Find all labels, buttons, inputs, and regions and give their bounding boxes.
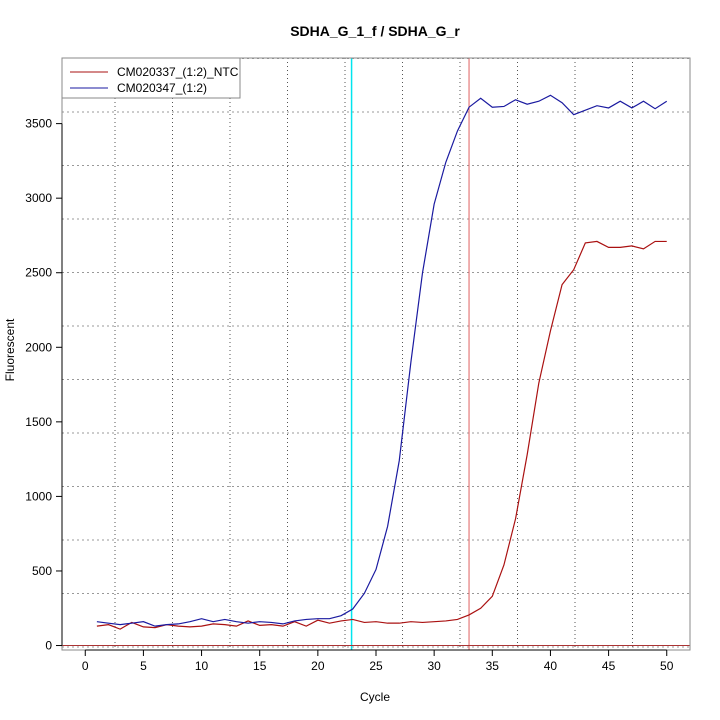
y-tick-label: 2500 bbox=[25, 266, 52, 280]
y-tick-label: 2000 bbox=[25, 340, 52, 354]
x-tick-label: 40 bbox=[544, 659, 558, 673]
legend-label-ntc: CM020337_(1:2)_NTC bbox=[117, 65, 239, 79]
series-line-1 bbox=[96, 94, 668, 627]
x-tick-label: 25 bbox=[369, 659, 383, 673]
series-line-0 bbox=[96, 240, 667, 630]
y-tick-label: 500 bbox=[32, 564, 52, 578]
y-tick-label: 3000 bbox=[25, 191, 52, 205]
x-tick-label: 15 bbox=[253, 659, 267, 673]
x-tick-label: 35 bbox=[486, 659, 500, 673]
x-tick-label: 20 bbox=[311, 659, 325, 673]
legend-box bbox=[61, 57, 241, 99]
y-tick-label: 1000 bbox=[25, 489, 52, 503]
x-tick-label: 50 bbox=[660, 659, 674, 673]
x-tick-label: 5 bbox=[140, 659, 147, 673]
x-tick-label: 0 bbox=[82, 659, 89, 673]
legend: CM020337_(1:2)_NTC CM020347_(1:2) bbox=[61, 57, 241, 99]
legend-label-sample: CM020347_(1:2) bbox=[117, 81, 207, 95]
x-tick-label: 30 bbox=[427, 659, 441, 673]
chart-title: SDHA_G_1_f / SDHA_G_r bbox=[290, 23, 460, 39]
x-tick-label: 10 bbox=[195, 659, 209, 673]
y-axis-label: Fluorescent bbox=[3, 318, 17, 381]
plot-border bbox=[61, 57, 691, 651]
x-tick-label: 45 bbox=[602, 659, 616, 673]
y-tick-label: 3500 bbox=[25, 117, 52, 131]
y-tick-label: 1500 bbox=[25, 415, 52, 429]
y-tick-label: 0 bbox=[45, 639, 52, 653]
x-axis-label: Cycle bbox=[360, 690, 390, 704]
